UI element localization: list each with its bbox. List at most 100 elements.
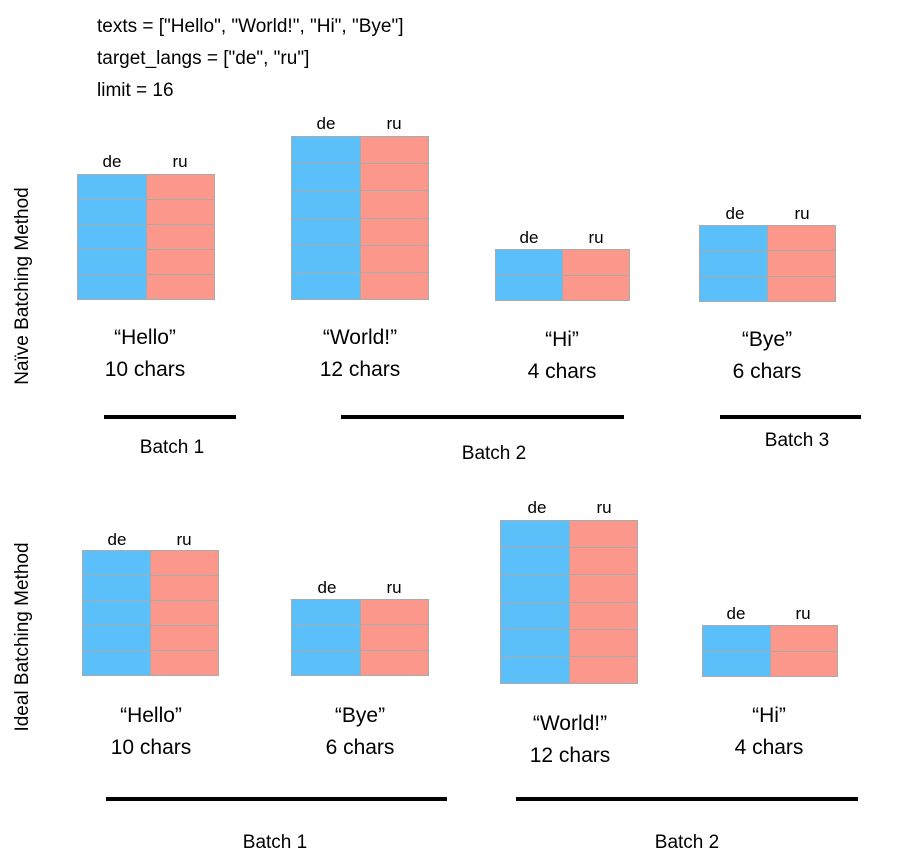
naive-hi-block-de-cell (496, 274, 562, 301)
naive-world-block (291, 136, 429, 300)
naive-world-block-ru-cell (360, 190, 428, 217)
ideal-hello-block-ru-cell (151, 551, 218, 575)
ideal-bye-block-de-column (292, 600, 360, 675)
naive-world-de-header: de (316, 114, 336, 133)
ideal-hi-block-ru-cell (770, 650, 837, 677)
naive-hi-block-ru-cell (563, 274, 629, 301)
naive-hi-caption: “Hi” 4 chars (528, 324, 597, 388)
naive-batch-3-bar (720, 415, 861, 419)
naive-hi-block-de-column (496, 250, 562, 300)
ideal-world-block-de-cell (501, 547, 569, 574)
naive-world-caption: “World!” 12 chars (320, 322, 401, 386)
naive-batch-1-label: Batch 1 (139, 437, 205, 458)
naive-world-block-ru-cell (361, 137, 429, 163)
naive-hi-de-header: de (519, 228, 539, 247)
naive-world-block-de-cell (292, 244, 360, 272)
ideal-hi-block-de-cell (703, 650, 770, 677)
naive-bye-block-ru-cell (768, 250, 835, 275)
ideal-world-block-ru-cell (569, 601, 637, 629)
naive-hello-word: “Hello” (114, 326, 176, 349)
naive-bye-block-de-cell (700, 275, 767, 301)
ideal-world-caption: “World!” 12 chars (530, 708, 611, 772)
naive-hello-block-de-cell (78, 199, 146, 224)
ideal-world-block-ru-cell (569, 547, 637, 574)
naive-bye-chars: 6 chars (732, 360, 802, 383)
ideal-hello-block-ru-cell (151, 575, 218, 600)
ideal-hi-ru-header: ru (795, 604, 811, 623)
naive-batch-2-label: Batch 2 (461, 443, 527, 464)
naive-hello-block-ru-column (145, 175, 215, 299)
ideal-bye-block-ru-column (359, 600, 429, 675)
naive-hello-block-de-cell (78, 274, 146, 299)
ideal-bye-block-de-cell (292, 649, 360, 675)
ideal-bye-chars: 6 chars (325, 736, 395, 759)
naive-world-block-de-cell (292, 217, 360, 245)
naive-bye-block-ru-column (767, 226, 835, 301)
naive-world-block-ru-cell (360, 163, 428, 190)
naive-hello-caption: “Hello” 10 chars (105, 322, 186, 386)
code-line-limit: limit = 16 (97, 80, 174, 101)
naive-world-block-ru-column (359, 137, 429, 299)
naive-hello-block-ru-cell (147, 175, 215, 199)
naive-hi-word: “Hi” (545, 328, 579, 351)
naive-hi-block-ru-cell (563, 250, 629, 275)
ideal-world-block-de-cell (501, 574, 569, 601)
ideal-world-block-de-cell (501, 601, 569, 629)
ideal-bye-caption: “Bye” 6 chars (326, 700, 395, 764)
naive-hello-chars: 10 chars (104, 358, 186, 381)
naive-bye-caption: “Bye” 6 chars (733, 324, 802, 388)
ideal-hello-word: “Hello” (120, 704, 182, 727)
naive-hi-ru-header: ru (588, 228, 604, 247)
ideal-hello-block-de-column (83, 551, 150, 675)
naive-hello-de-header: de (102, 152, 122, 171)
ideal-hi-block-de-cell (703, 626, 770, 651)
ideal-world-block-ru-column (568, 521, 638, 683)
ideal-bye-block-de-cell (292, 600, 360, 624)
ideal-hello-caption: “Hello” 10 chars (111, 700, 192, 764)
naive-batch-2-bar (341, 415, 624, 419)
ideal-world-de-header: de (527, 498, 547, 517)
naive-world-block-de-cell (292, 190, 360, 217)
naive-world-block-ru-cell (360, 244, 428, 272)
ideal-bye-block-de-cell (292, 624, 360, 649)
ideal-batch-2-label: Batch 2 (654, 832, 720, 853)
ideal-world-block-de-column (501, 521, 569, 683)
ideal-world-block-de-cell (501, 628, 569, 656)
ideal-bye-word: “Bye” (334, 704, 386, 727)
naive-hello-block-ru-cell (146, 249, 214, 274)
naive-world-block-de-cell (292, 163, 360, 190)
ideal-hello-block-de-cell (83, 600, 150, 625)
naive-hi-block (495, 249, 630, 301)
naive-world-block-de-cell (292, 137, 360, 163)
naive-hello-block-ru-cell (146, 224, 214, 249)
ideal-world-ru-header: ru (596, 498, 612, 517)
ideal-batch-1-label: Batch 1 (242, 832, 308, 853)
ideal-hello-chars: 10 chars (110, 736, 192, 759)
naive-batch-1-bar (104, 415, 236, 419)
naive-world-ru-header: ru (386, 114, 402, 133)
ideal-bye-block-ru-cell (361, 600, 429, 624)
ideal-hello-block-de-cell (83, 650, 150, 675)
ideal-bye-block (291, 599, 429, 676)
naive-bye-block-de-cell (700, 250, 767, 275)
ideal-hello-block-ru-cell (151, 650, 218, 675)
ideal-world-block-ru-cell (569, 628, 637, 656)
naive-method-label: Naïve Batching Method (12, 187, 33, 385)
naive-hi-chars: 4 chars (527, 360, 597, 383)
ideal-hello-block-ru-cell (151, 600, 218, 625)
naive-hello-block-de-cell (78, 224, 146, 249)
ideal-world-block-ru-cell (570, 521, 638, 547)
ideal-world-chars: 12 chars (529, 744, 611, 767)
code-line-texts: texts = ["Hello", "World!", "Hi", "Bye"] (97, 16, 404, 37)
naive-bye-ru-header: ru (794, 204, 810, 223)
naive-bye-block (699, 225, 836, 302)
ideal-hello-block-ru-column (150, 551, 218, 675)
ideal-hi-chars: 4 chars (734, 736, 804, 759)
naive-world-block-de-column (292, 137, 360, 299)
ideal-hello-block-de-cell (83, 625, 150, 650)
ideal-world-block (500, 520, 638, 684)
ideal-bye-block-ru-cell (360, 649, 428, 675)
ideal-hi-block-ru-column (769, 626, 837, 677)
ideal-bye-block-ru-cell (360, 624, 428, 649)
naive-world-chars: 12 chars (319, 358, 401, 381)
